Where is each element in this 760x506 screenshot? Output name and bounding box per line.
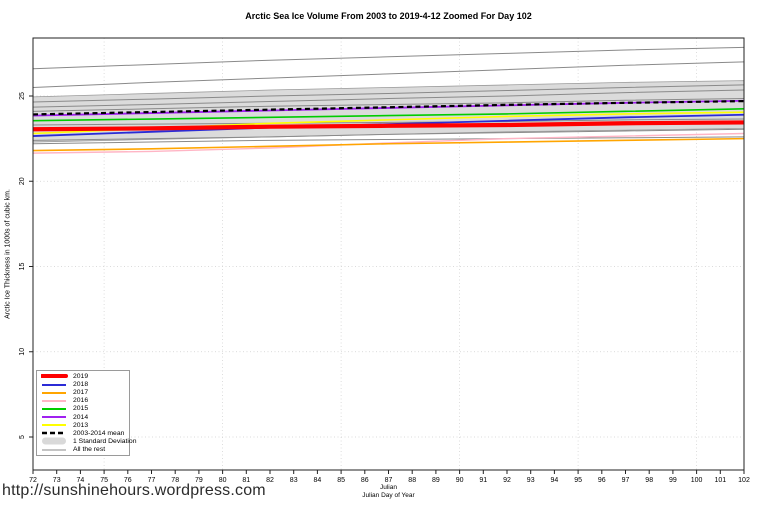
y-tick-label: 15 bbox=[19, 263, 26, 271]
y-tick-label: 10 bbox=[19, 348, 26, 356]
x-tick-label: 77 bbox=[148, 477, 156, 484]
x-axis-label-line2: Julian Day of Year bbox=[362, 492, 415, 499]
x-tick-label: 96 bbox=[598, 477, 606, 484]
x-tick-label: 72 bbox=[29, 477, 37, 484]
legend-swatch bbox=[42, 407, 66, 410]
series-line-rest bbox=[32, 61, 745, 88]
series-line-rest bbox=[32, 136, 745, 145]
legend-entry-2018: 2018 bbox=[37, 381, 129, 389]
legend-label: All the rest bbox=[73, 446, 106, 453]
x-tick-label: 85 bbox=[337, 477, 345, 484]
legend-swatch bbox=[42, 432, 66, 435]
series-line-2017 bbox=[32, 137, 745, 152]
legend-entry-1-standard-deviation: 1 Standard Deviation bbox=[37, 437, 136, 446]
legend-entry-2016: 2016 bbox=[37, 397, 129, 405]
x-tick-label: 81 bbox=[242, 477, 250, 484]
series-line-rest bbox=[32, 84, 745, 103]
legend-label: 2014 bbox=[73, 413, 89, 421]
x-tick-label: 88 bbox=[408, 477, 416, 484]
series-line-2016 bbox=[32, 132, 745, 154]
x-tick-label: 99 bbox=[669, 477, 677, 484]
series-line-rest bbox=[32, 98, 745, 112]
x-tick-label: 100 bbox=[691, 477, 703, 484]
series-line-rest bbox=[32, 46, 745, 70]
legend-swatch bbox=[42, 391, 66, 394]
legend-label: 2003-2014 mean bbox=[73, 429, 125, 437]
x-tick-label: 86 bbox=[361, 477, 369, 484]
series-line-2015 bbox=[32, 107, 745, 122]
series-line-2019 bbox=[32, 120, 745, 132]
y-tick-label: 5 bbox=[19, 435, 26, 439]
x-tick-label: 97 bbox=[622, 477, 630, 484]
legend-swatch bbox=[42, 449, 66, 450]
legend-swatch bbox=[41, 374, 68, 379]
legend-swatch bbox=[42, 416, 66, 418]
x-tick-label: 91 bbox=[479, 477, 487, 484]
x-tick-label: 94 bbox=[551, 477, 559, 484]
y-tick-label: 25 bbox=[19, 92, 26, 100]
legend-entry-2017: 2017 bbox=[37, 389, 129, 397]
x-tick-label: 87 bbox=[385, 477, 393, 484]
legend-label: 2019 bbox=[73, 372, 89, 380]
legend-swatch bbox=[42, 437, 66, 445]
legend-entry-2019: 2019 bbox=[37, 373, 129, 381]
x-tick-label: 84 bbox=[314, 477, 322, 484]
x-tick-label: 78 bbox=[171, 477, 179, 484]
x-tick-label: 83 bbox=[290, 477, 298, 484]
legend-entry-2013: 2013 bbox=[37, 421, 129, 429]
legend-swatch bbox=[42, 383, 66, 386]
x-axis-label-line1: Julian bbox=[380, 484, 397, 491]
legend-label: 1 Standard Deviation bbox=[73, 437, 137, 445]
x-tick-label: 75 bbox=[100, 477, 108, 484]
x-tick-label: 90 bbox=[456, 477, 464, 484]
legend-entry-2015: 2015 bbox=[37, 405, 129, 413]
legend-swatch bbox=[42, 399, 66, 402]
x-tick-label: 76 bbox=[124, 477, 132, 484]
legend-label: 2013 bbox=[73, 421, 89, 429]
x-tick-label: 82 bbox=[266, 477, 274, 484]
series-line-rest bbox=[32, 89, 745, 108]
y-axis-label: Arctic Ice Thickness in 1000s of cubic k… bbox=[4, 189, 12, 319]
x-tick-label: 102 bbox=[738, 477, 750, 484]
legend-entry-all-the-rest: All the rest bbox=[37, 446, 129, 454]
x-tick-label: 73 bbox=[53, 477, 61, 484]
x-tick-label: 101 bbox=[714, 477, 726, 484]
series-line-rest bbox=[32, 118, 745, 126]
x-tick-label: 89 bbox=[432, 477, 440, 484]
x-tick-label: 93 bbox=[527, 477, 535, 484]
legend-entry-2003-2014-mean: 2003-2014 mean bbox=[37, 430, 129, 438]
x-tick-label: 92 bbox=[503, 477, 511, 484]
url-caption: http://sunshinehours.wordpress.com bbox=[2, 482, 266, 499]
chart-title: Arctic Sea Ice Volume From 2003 to 2019-… bbox=[245, 11, 532, 21]
series-line-2014 bbox=[32, 99, 745, 117]
x-tick-label: 79 bbox=[195, 477, 203, 484]
legend-swatch bbox=[42, 424, 66, 427]
legend-label: 2016 bbox=[73, 397, 89, 405]
x-tick-label: 80 bbox=[219, 477, 227, 484]
x-tick-label: 98 bbox=[645, 477, 653, 484]
legend-entry-2014: 2014 bbox=[37, 413, 129, 421]
legend-label: 2015 bbox=[73, 405, 89, 413]
legend-label: 2018 bbox=[73, 381, 89, 388]
series-line-rest bbox=[32, 128, 745, 141]
x-tick-label: 95 bbox=[574, 477, 582, 484]
legend-box: 2019 2018 2017 2016 2015 2014 2013 2003-2014 me… bbox=[36, 370, 136, 456]
legend-label: 2017 bbox=[73, 389, 89, 397]
x-tick-label: 74 bbox=[77, 477, 85, 484]
legend-swatch-shape bbox=[42, 437, 66, 445]
y-tick-label: 20 bbox=[19, 177, 26, 185]
